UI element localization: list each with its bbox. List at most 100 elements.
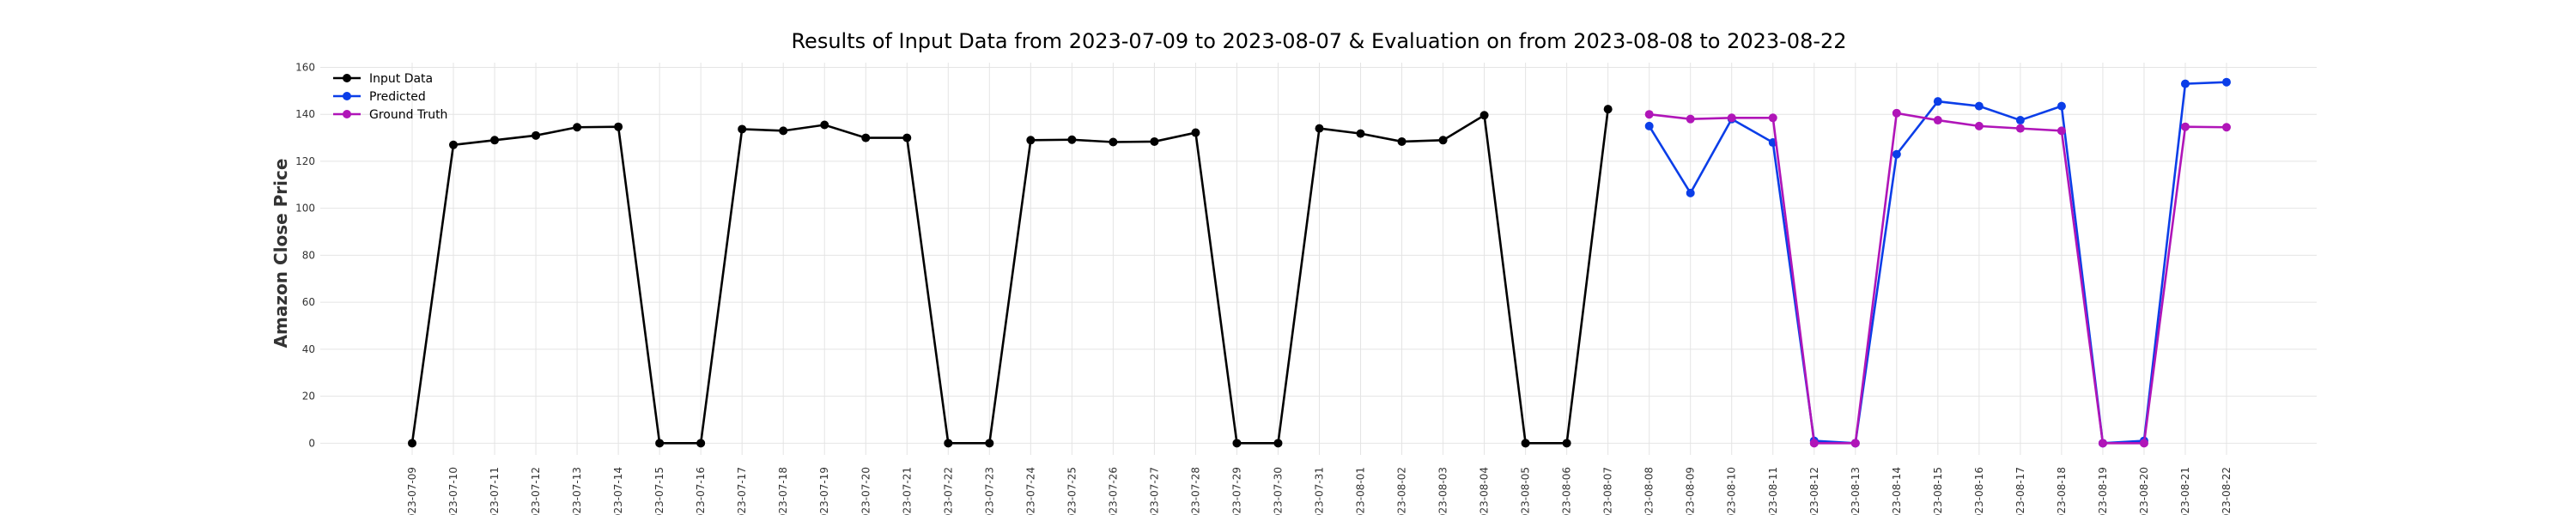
point xyxy=(2222,77,2231,87)
x-tick-label: 2023-07-13 xyxy=(571,467,583,515)
point xyxy=(1809,439,1819,448)
point xyxy=(696,439,706,448)
legend-label: Predicted xyxy=(369,90,426,104)
y-tick-label: 40 xyxy=(302,343,315,355)
y-tick-label: 20 xyxy=(302,391,315,403)
x-tick-label: 2023-07-19 xyxy=(818,467,830,515)
x-tick-label: 2023-07-31 xyxy=(1314,467,1326,515)
x-tick-label: 2023-07-16 xyxy=(695,467,707,515)
point xyxy=(1892,149,1901,159)
point xyxy=(614,122,623,131)
legend-label: Input Data xyxy=(369,72,433,86)
x-tick-label: 2023-08-03 xyxy=(1437,467,1449,515)
legend-marker xyxy=(343,110,351,118)
point xyxy=(861,133,871,142)
y-tick-label: 80 xyxy=(302,249,315,261)
point xyxy=(1397,136,1406,146)
point xyxy=(1892,108,1901,118)
x-tick-label: 2023-07-11 xyxy=(489,467,501,515)
point xyxy=(1974,121,1984,130)
legend-marker xyxy=(343,74,351,82)
x-tick-label: 2023-08-12 xyxy=(1808,467,1820,515)
point xyxy=(1686,114,1695,124)
x-tick-label: 2023-08-18 xyxy=(2056,467,2068,515)
x-tick-label: 2023-08-07 xyxy=(1602,467,1614,515)
x-tick-label: 2023-08-04 xyxy=(1479,467,1491,515)
point xyxy=(1933,97,1942,106)
point xyxy=(1974,101,1984,111)
x-tick-label: 2023-08-06 xyxy=(1561,467,1573,515)
x-tick-label: 2023-08-05 xyxy=(1520,467,1532,515)
point xyxy=(1191,128,1200,137)
x-tick-label: 2023-08-20 xyxy=(2138,467,2150,515)
point xyxy=(1644,121,1654,130)
y-axis-label: Amazon Close Price xyxy=(270,159,291,348)
point xyxy=(449,140,459,149)
x-tick-label: 2023-07-26 xyxy=(1107,467,1119,515)
x-tick-label: 2023-07-20 xyxy=(860,467,872,515)
x-tick-label: 2023-07-17 xyxy=(736,467,748,515)
line xyxy=(410,109,1609,445)
point xyxy=(408,439,416,448)
chart-title: Results of Input Data from 2023-07-09 to… xyxy=(791,29,1846,53)
x-tick-label: 2023-07-27 xyxy=(1148,467,1160,515)
y-tick-label: 60 xyxy=(302,296,315,308)
point xyxy=(944,439,953,448)
point xyxy=(1273,439,1283,448)
point xyxy=(2098,439,2107,448)
point xyxy=(1109,137,1118,147)
point xyxy=(655,439,665,448)
point xyxy=(820,120,829,130)
x-tick-label: 2023-08-10 xyxy=(1726,467,1738,515)
point xyxy=(1727,113,1736,123)
x-tick-label: 2023-07-28 xyxy=(1189,467,1201,515)
x-tick-label: 2023-08-09 xyxy=(1685,467,1697,515)
point xyxy=(1026,136,1036,145)
y-tick-label: 100 xyxy=(295,203,315,215)
point xyxy=(573,123,582,132)
x-tick-label: 2023-07-23 xyxy=(983,467,995,515)
legend-marker xyxy=(343,92,351,100)
point xyxy=(1768,113,1777,123)
x-tick-label: 2023-08-11 xyxy=(1767,467,1779,515)
x-tick-label: 2023-07-24 xyxy=(1024,467,1036,515)
x-tick-label: 2023-08-14 xyxy=(1891,467,1903,515)
x-tick-label: 2023-08-22 xyxy=(2221,467,2233,515)
point xyxy=(490,136,500,145)
x-tick-label: 2023-08-02 xyxy=(1396,467,1408,515)
point xyxy=(1232,439,1242,448)
point xyxy=(1438,136,1448,145)
point xyxy=(738,124,747,134)
point xyxy=(2222,123,2231,132)
x-tick-label: 2023-07-25 xyxy=(1066,467,1078,515)
x-tick-label: 2023-07-10 xyxy=(447,467,459,515)
legend-label: Ground Truth xyxy=(369,108,447,122)
point xyxy=(1067,135,1077,144)
x-tick-label: 2023-08-15 xyxy=(1932,467,1944,515)
y-tick-label: 160 xyxy=(295,61,315,73)
x-tick-label: 2023-08-08 xyxy=(1643,467,1656,515)
x-tick-label: 2023-07-09 xyxy=(406,467,418,515)
x-tick-label: 2023-07-15 xyxy=(653,467,665,515)
x-tick-label: 2023-07-18 xyxy=(777,467,789,515)
point xyxy=(779,126,788,136)
point xyxy=(2057,101,2066,111)
point xyxy=(2180,122,2190,131)
y-tick-label: 120 xyxy=(295,155,315,167)
x-tick-label: 2023-07-30 xyxy=(1272,467,1284,515)
point xyxy=(1479,111,1489,120)
point xyxy=(2015,124,2025,133)
point xyxy=(1603,105,1613,114)
point xyxy=(985,439,994,448)
x-tick-label: 2023-07-22 xyxy=(942,467,954,515)
point xyxy=(1562,439,1571,448)
point xyxy=(2015,116,2025,125)
point xyxy=(902,133,912,142)
point xyxy=(2057,126,2066,136)
point xyxy=(1933,116,1942,125)
x-tick-label: 2023-08-19 xyxy=(2097,467,2109,515)
point xyxy=(1686,188,1695,197)
x-tick-label: 2023-08-17 xyxy=(2014,467,2026,515)
x-tick-label: 2023-08-13 xyxy=(1850,467,1862,515)
x-tick-label: 2023-07-29 xyxy=(1230,467,1242,515)
